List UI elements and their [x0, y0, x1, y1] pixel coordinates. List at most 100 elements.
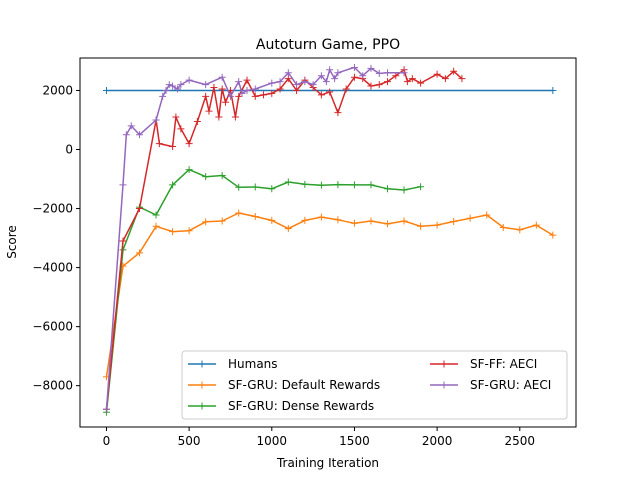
data-point [375, 81, 383, 89]
data-point [226, 92, 234, 100]
data-point [202, 173, 210, 181]
data-point [350, 219, 358, 227]
data-point [243, 86, 251, 94]
data-point [549, 86, 557, 94]
data-point [367, 82, 375, 90]
data-point [350, 73, 358, 81]
data-point [326, 66, 334, 74]
data-point [317, 91, 325, 99]
data-point [268, 185, 276, 193]
data-point [417, 79, 425, 87]
data-point [284, 75, 292, 83]
data-point [301, 78, 309, 86]
data-point [260, 91, 268, 99]
data-point [317, 213, 325, 221]
data-point [218, 171, 226, 179]
data-point [367, 64, 375, 72]
y-tick-label: 0 [65, 143, 73, 157]
data-point [384, 185, 392, 193]
data-point [169, 82, 177, 90]
data-point [375, 69, 383, 77]
data-point [152, 211, 160, 219]
data-point [235, 183, 243, 191]
legend-item-sf-gru-dense-rewards: SF-GRU: Dense Rewards [188, 399, 374, 413]
data-point [251, 213, 259, 221]
data-point [466, 214, 474, 222]
x-tick-label: 1500 [339, 434, 370, 448]
data-point [350, 181, 358, 189]
data-point [169, 181, 177, 189]
data-point [172, 113, 180, 121]
data-point [268, 79, 276, 87]
data-point [119, 237, 127, 245]
data-point [284, 225, 292, 233]
data-point [334, 109, 342, 117]
data-point [400, 69, 408, 77]
x-tick-label: 0 [103, 434, 111, 448]
data-point [210, 84, 218, 92]
data-point [169, 228, 177, 236]
x-axis: 0 500 1000 1500 2000 2500 [103, 427, 535, 448]
data-point [162, 86, 170, 94]
data-point [433, 70, 441, 78]
data-point [235, 78, 243, 86]
data-point [185, 166, 193, 174]
data-point [549, 231, 557, 239]
legend-marker [440, 360, 448, 368]
data-point [284, 69, 292, 77]
data-point [342, 85, 350, 93]
y-axis-label: Score [5, 225, 19, 259]
data-point [483, 211, 491, 219]
data-point [251, 85, 259, 93]
legend-label: SF-GRU: AECI [470, 378, 551, 392]
y-tick-label: −8000 [32, 379, 73, 393]
y-tick-label: 2000 [42, 83, 73, 97]
data-point [251, 92, 259, 100]
data-point [367, 181, 375, 189]
plot-area [102, 63, 557, 416]
data-point [417, 222, 425, 230]
data-point [122, 131, 130, 139]
data-point [169, 143, 177, 151]
legend-item-sf-gru-default-rewards: SF-GRU: Default Rewards [188, 378, 380, 392]
data-point [268, 89, 276, 97]
data-point [152, 222, 160, 230]
data-point [384, 78, 392, 86]
data-point [215, 113, 223, 121]
y-axis: −8000 −6000 −4000 −2000 0 2000 [32, 83, 80, 393]
data-point [202, 92, 210, 100]
legend-label: SF-FF: AECI [470, 357, 537, 371]
data-point [235, 209, 243, 217]
data-point [317, 72, 325, 80]
data-point [384, 69, 392, 77]
data-point [326, 88, 334, 96]
series-sf-gru-dense-rewards [102, 166, 425, 416]
data-point [159, 92, 167, 100]
series-sf-gru-aeci [102, 63, 408, 413]
data-point [450, 218, 458, 226]
data-point [458, 75, 466, 83]
data-point [350, 63, 358, 71]
data-point [136, 249, 144, 257]
legend: Humans SF-GRU: Default Rewards SF-GRU: Den… [181, 350, 568, 420]
data-point [400, 217, 408, 225]
data-point [127, 122, 135, 130]
data-point [284, 178, 292, 186]
data-point [243, 76, 251, 84]
data-point [152, 116, 160, 124]
chart-title: Autoturn Game, PPO [256, 37, 400, 53]
legend-marker [198, 381, 206, 389]
data-point [119, 181, 127, 189]
data-point [331, 75, 339, 83]
y-tick-label: −6000 [32, 320, 73, 334]
x-tick-label: 2500 [505, 434, 536, 448]
data-point [202, 81, 210, 89]
data-point [384, 220, 392, 228]
legend-marker [440, 381, 448, 389]
data-point [317, 181, 325, 189]
data-point [155, 140, 163, 148]
data-point [408, 75, 416, 83]
y-tick-label: −2000 [32, 202, 73, 216]
data-point [177, 81, 185, 89]
data-point [218, 85, 226, 93]
